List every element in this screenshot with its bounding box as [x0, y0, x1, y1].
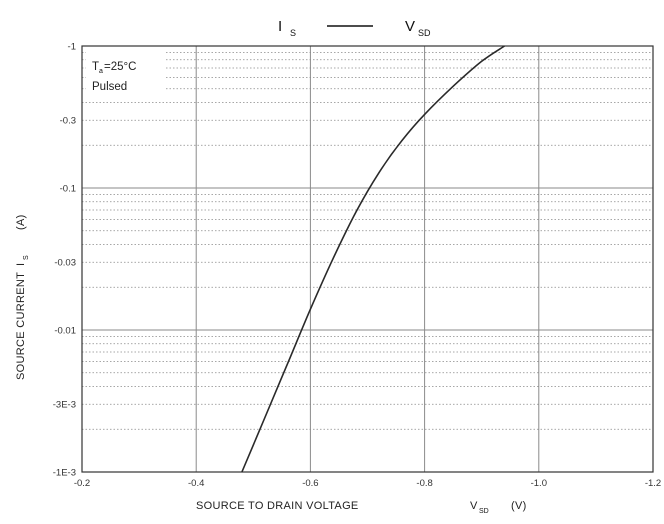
x-axis-variable: V	[470, 500, 478, 512]
y-axis-variable: I	[15, 263, 27, 266]
plot-frame	[81, 45, 654, 473]
y-tick-label: -0.03	[54, 258, 76, 269]
title-voltage-symbol: V	[405, 18, 415, 35]
y-tick-label: -0.01	[54, 326, 76, 337]
annotation-temp-subscript: a	[99, 68, 103, 75]
x-axis-unit: (V)	[511, 500, 527, 512]
y-axis-variable-subscript: S	[23, 255, 30, 260]
x-tick-labels: -0.2 -0.4 -0.6 -0.8 -1.0 -1.2	[74, 478, 661, 489]
x-tick-label: -1.2	[645, 478, 661, 489]
annotation-mode: Pulsed	[92, 81, 127, 93]
y-tick-label: -1	[68, 42, 76, 53]
x-tick-label: -0.6	[302, 478, 318, 489]
x-tick-label: -1.0	[531, 478, 547, 489]
x-axis-variable-subscript: SD	[479, 508, 489, 515]
annotation-box	[86, 52, 166, 98]
x-axis-label: SOURCE TO DRAIN VOLTAGE	[196, 500, 359, 512]
y-tick-label: -1E-3	[53, 468, 76, 479]
y-tick-label: -0.1	[60, 184, 76, 195]
annotation-temp-label: T	[92, 61, 99, 73]
annotation-temp-value: =25°C	[104, 61, 136, 73]
title-current-subscript: S	[290, 28, 296, 38]
x-tick-label: -0.2	[74, 478, 90, 489]
grid	[82, 46, 653, 472]
x-tick-label: -0.8	[416, 478, 432, 489]
series-line-is-vsd	[241, 45, 505, 473]
y-tick-label: -0.3	[60, 116, 76, 127]
y-axis-unit: (A)	[15, 214, 27, 230]
y-axis-title: SOURCE CURRENT I S (A)	[15, 214, 30, 380]
y-axis-label: SOURCE CURRENT	[15, 272, 27, 380]
chart-title: I S V SD	[278, 18, 431, 38]
x-tick-label: -0.4	[188, 478, 204, 489]
title-voltage-subscript: SD	[418, 28, 431, 38]
title-current-symbol: I	[278, 18, 282, 35]
y-tick-labels: -1 -0.3 -0.1 -0.03 -0.01 -3E-3 -1E-3	[53, 42, 76, 479]
y-tick-label: -3E-3	[53, 400, 76, 411]
x-axis-title: SOURCE TO DRAIN VOLTAGE V SD (V)	[196, 500, 527, 515]
